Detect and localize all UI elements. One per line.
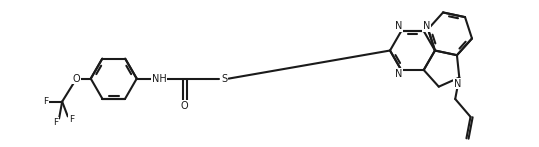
- Text: O: O: [181, 101, 189, 111]
- Text: N: N: [395, 69, 402, 79]
- Text: F: F: [69, 115, 74, 124]
- Text: N: N: [454, 79, 461, 89]
- Text: S: S: [222, 74, 227, 84]
- Text: O: O: [73, 74, 80, 84]
- Text: F: F: [53, 117, 59, 127]
- Text: N: N: [395, 21, 402, 31]
- Text: N: N: [423, 21, 431, 31]
- Text: NH: NH: [152, 74, 167, 84]
- Text: F: F: [43, 97, 49, 106]
